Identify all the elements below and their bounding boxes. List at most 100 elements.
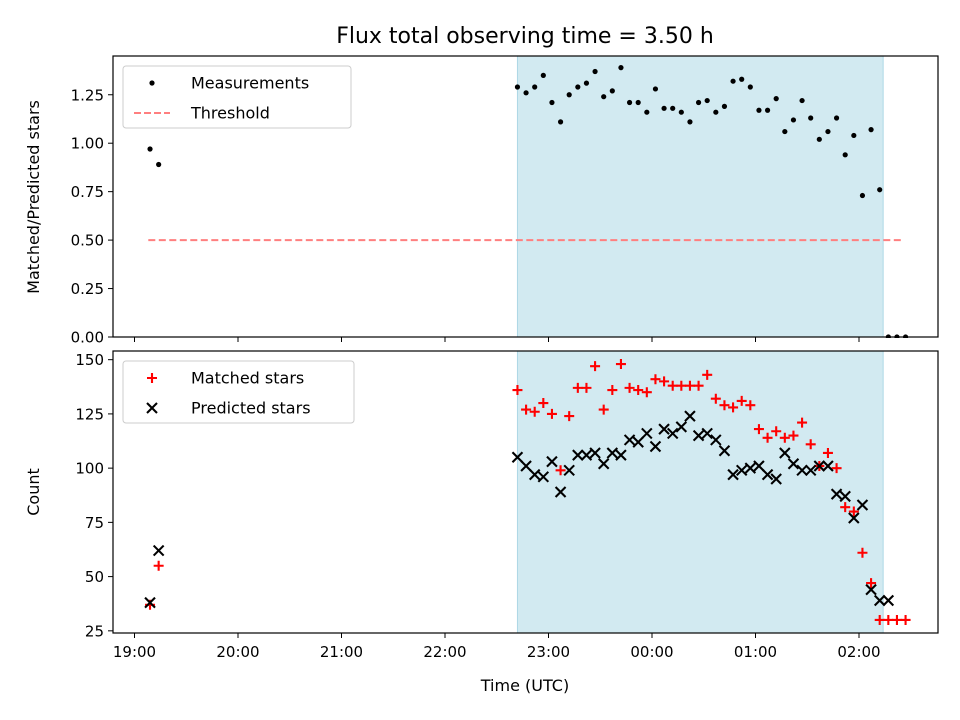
y-tick-label: 75 <box>85 514 104 532</box>
data-point-matched-stars <box>624 382 635 393</box>
data-point-predicted-stars <box>735 464 748 477</box>
data-point-matched-stars <box>831 463 842 474</box>
data-point-measurements <box>592 68 598 75</box>
data-point-matched-stars <box>771 426 782 437</box>
data-point-measurements <box>575 84 581 90</box>
data-point-measurements <box>816 136 822 142</box>
legend-label: Matched stars <box>191 369 304 388</box>
data-point-measurements <box>695 99 702 106</box>
data-point-matched-stars <box>745 400 756 411</box>
data-point-measurements <box>739 76 745 82</box>
data-point-measurements <box>583 80 590 86</box>
data-point-measurements <box>782 128 788 135</box>
data-point-predicted-stars <box>692 429 705 442</box>
data-point-measurements <box>868 127 874 133</box>
data-point-matched-stars <box>805 439 816 450</box>
data-point-measurements <box>514 84 521 90</box>
data-point-measurements <box>687 119 693 125</box>
data-point-predicted-stars <box>779 447 791 459</box>
data-point-matched-stars <box>598 404 609 415</box>
data-point-matched-stars <box>676 380 687 391</box>
data-point-predicted-stars <box>865 583 877 596</box>
chart-title: Flux total observing time = 3.50 h <box>336 24 714 49</box>
data-point-matched-stars <box>891 614 902 625</box>
data-point-measurements <box>566 92 572 98</box>
x-tick-label: 22:00 <box>423 643 466 661</box>
data-point-predicted-stars <box>563 464 575 477</box>
data-point-predicted-stars <box>144 596 156 609</box>
legend-label: Threshold <box>190 104 270 123</box>
data-point-measurements <box>721 103 728 109</box>
data-point-matched-stars <box>521 404 532 415</box>
y-tick-label: 0.50 <box>71 232 104 250</box>
y-tick-label: 100 <box>75 460 104 478</box>
data-point-predicted-stars <box>856 499 869 511</box>
data-point-predicted-stars <box>873 594 886 607</box>
data-point-predicted-stars <box>848 512 860 524</box>
legend-marker <box>147 373 157 383</box>
legend-box <box>122 360 355 424</box>
data-point-matched-stars <box>641 387 652 398</box>
data-point-measurements <box>877 187 883 193</box>
data-point-measurements <box>670 105 676 111</box>
data-point-measurements <box>557 119 564 125</box>
data-point-measurements <box>713 109 719 115</box>
data-point-matched-stars <box>753 424 764 435</box>
data-point-measurements <box>147 146 153 152</box>
data-point-matched-stars <box>702 369 713 380</box>
axes-frame <box>112 350 939 634</box>
data-point-predicted-stars <box>796 464 808 477</box>
data-point-matched-stars <box>874 614 885 625</box>
data-point-predicted-stars <box>589 447 601 459</box>
data-point-predicted-stars <box>675 421 688 433</box>
data-point-matched-stars <box>153 560 164 571</box>
legend-marker <box>146 402 158 414</box>
data-point-measurements <box>842 152 848 158</box>
data-point-matched-stars <box>719 400 730 411</box>
observing-window-span <box>516 55 884 338</box>
data-point-predicted-stars <box>520 460 532 472</box>
data-point-measurements <box>618 65 624 71</box>
bottom-y-axis-label: Count <box>24 468 43 516</box>
top-y-axis-label: Matched/Predicted stars <box>24 100 43 294</box>
data-point-matched-stars <box>607 385 618 396</box>
data-point-matched-stars <box>529 406 540 417</box>
data-point-matched-stars <box>779 432 790 443</box>
y-tick-label: 25 <box>85 622 104 640</box>
data-point-measurements <box>549 99 555 106</box>
data-point-matched-stars <box>797 417 808 428</box>
data-point-measurements <box>626 99 633 106</box>
data-point-measurements <box>678 109 684 115</box>
x-tick-label: 20:00 <box>216 643 259 661</box>
data-point-measurements <box>609 88 615 94</box>
data-point-measurements <box>825 128 831 135</box>
data-point-matched-stars <box>684 380 695 391</box>
y-tick-label: 0.75 <box>71 183 104 201</box>
data-point-matched-stars <box>581 382 592 393</box>
data-point-matched-stars <box>848 506 859 517</box>
axes-frame <box>112 55 939 338</box>
data-point-predicted-stars <box>770 473 782 485</box>
legend-marker <box>149 80 155 86</box>
data-point-predicted-stars <box>546 455 558 468</box>
y-tick-label: 0.25 <box>71 280 104 298</box>
data-point-measurements <box>540 72 546 78</box>
bottom-panel: Count Time (UTC) 25 50 75 100 125 150 19:00 20:… <box>24 350 939 695</box>
data-point-predicted-stars <box>597 458 610 470</box>
data-point-matched-stars <box>840 502 851 513</box>
data-point-predicted-stars <box>152 544 165 557</box>
data-point-matched-stars <box>572 382 583 393</box>
data-point-measurements <box>808 115 814 121</box>
data-point-matched-stars <box>590 361 601 372</box>
data-point-predicted-stars <box>727 468 739 481</box>
data-point-predicted-stars <box>744 462 757 474</box>
y-tick-label: 150 <box>75 351 104 369</box>
data-point-predicted-stars <box>528 468 541 481</box>
y-tick-label: 1.00 <box>71 135 104 153</box>
data-point-predicted-stars <box>641 427 653 440</box>
data-point-predicted-stars <box>718 445 731 457</box>
data-point-measurements <box>756 107 762 113</box>
data-point-predicted-stars <box>882 594 895 607</box>
data-point-predicted-stars <box>511 451 524 464</box>
data-point-predicted-stars <box>623 434 636 446</box>
